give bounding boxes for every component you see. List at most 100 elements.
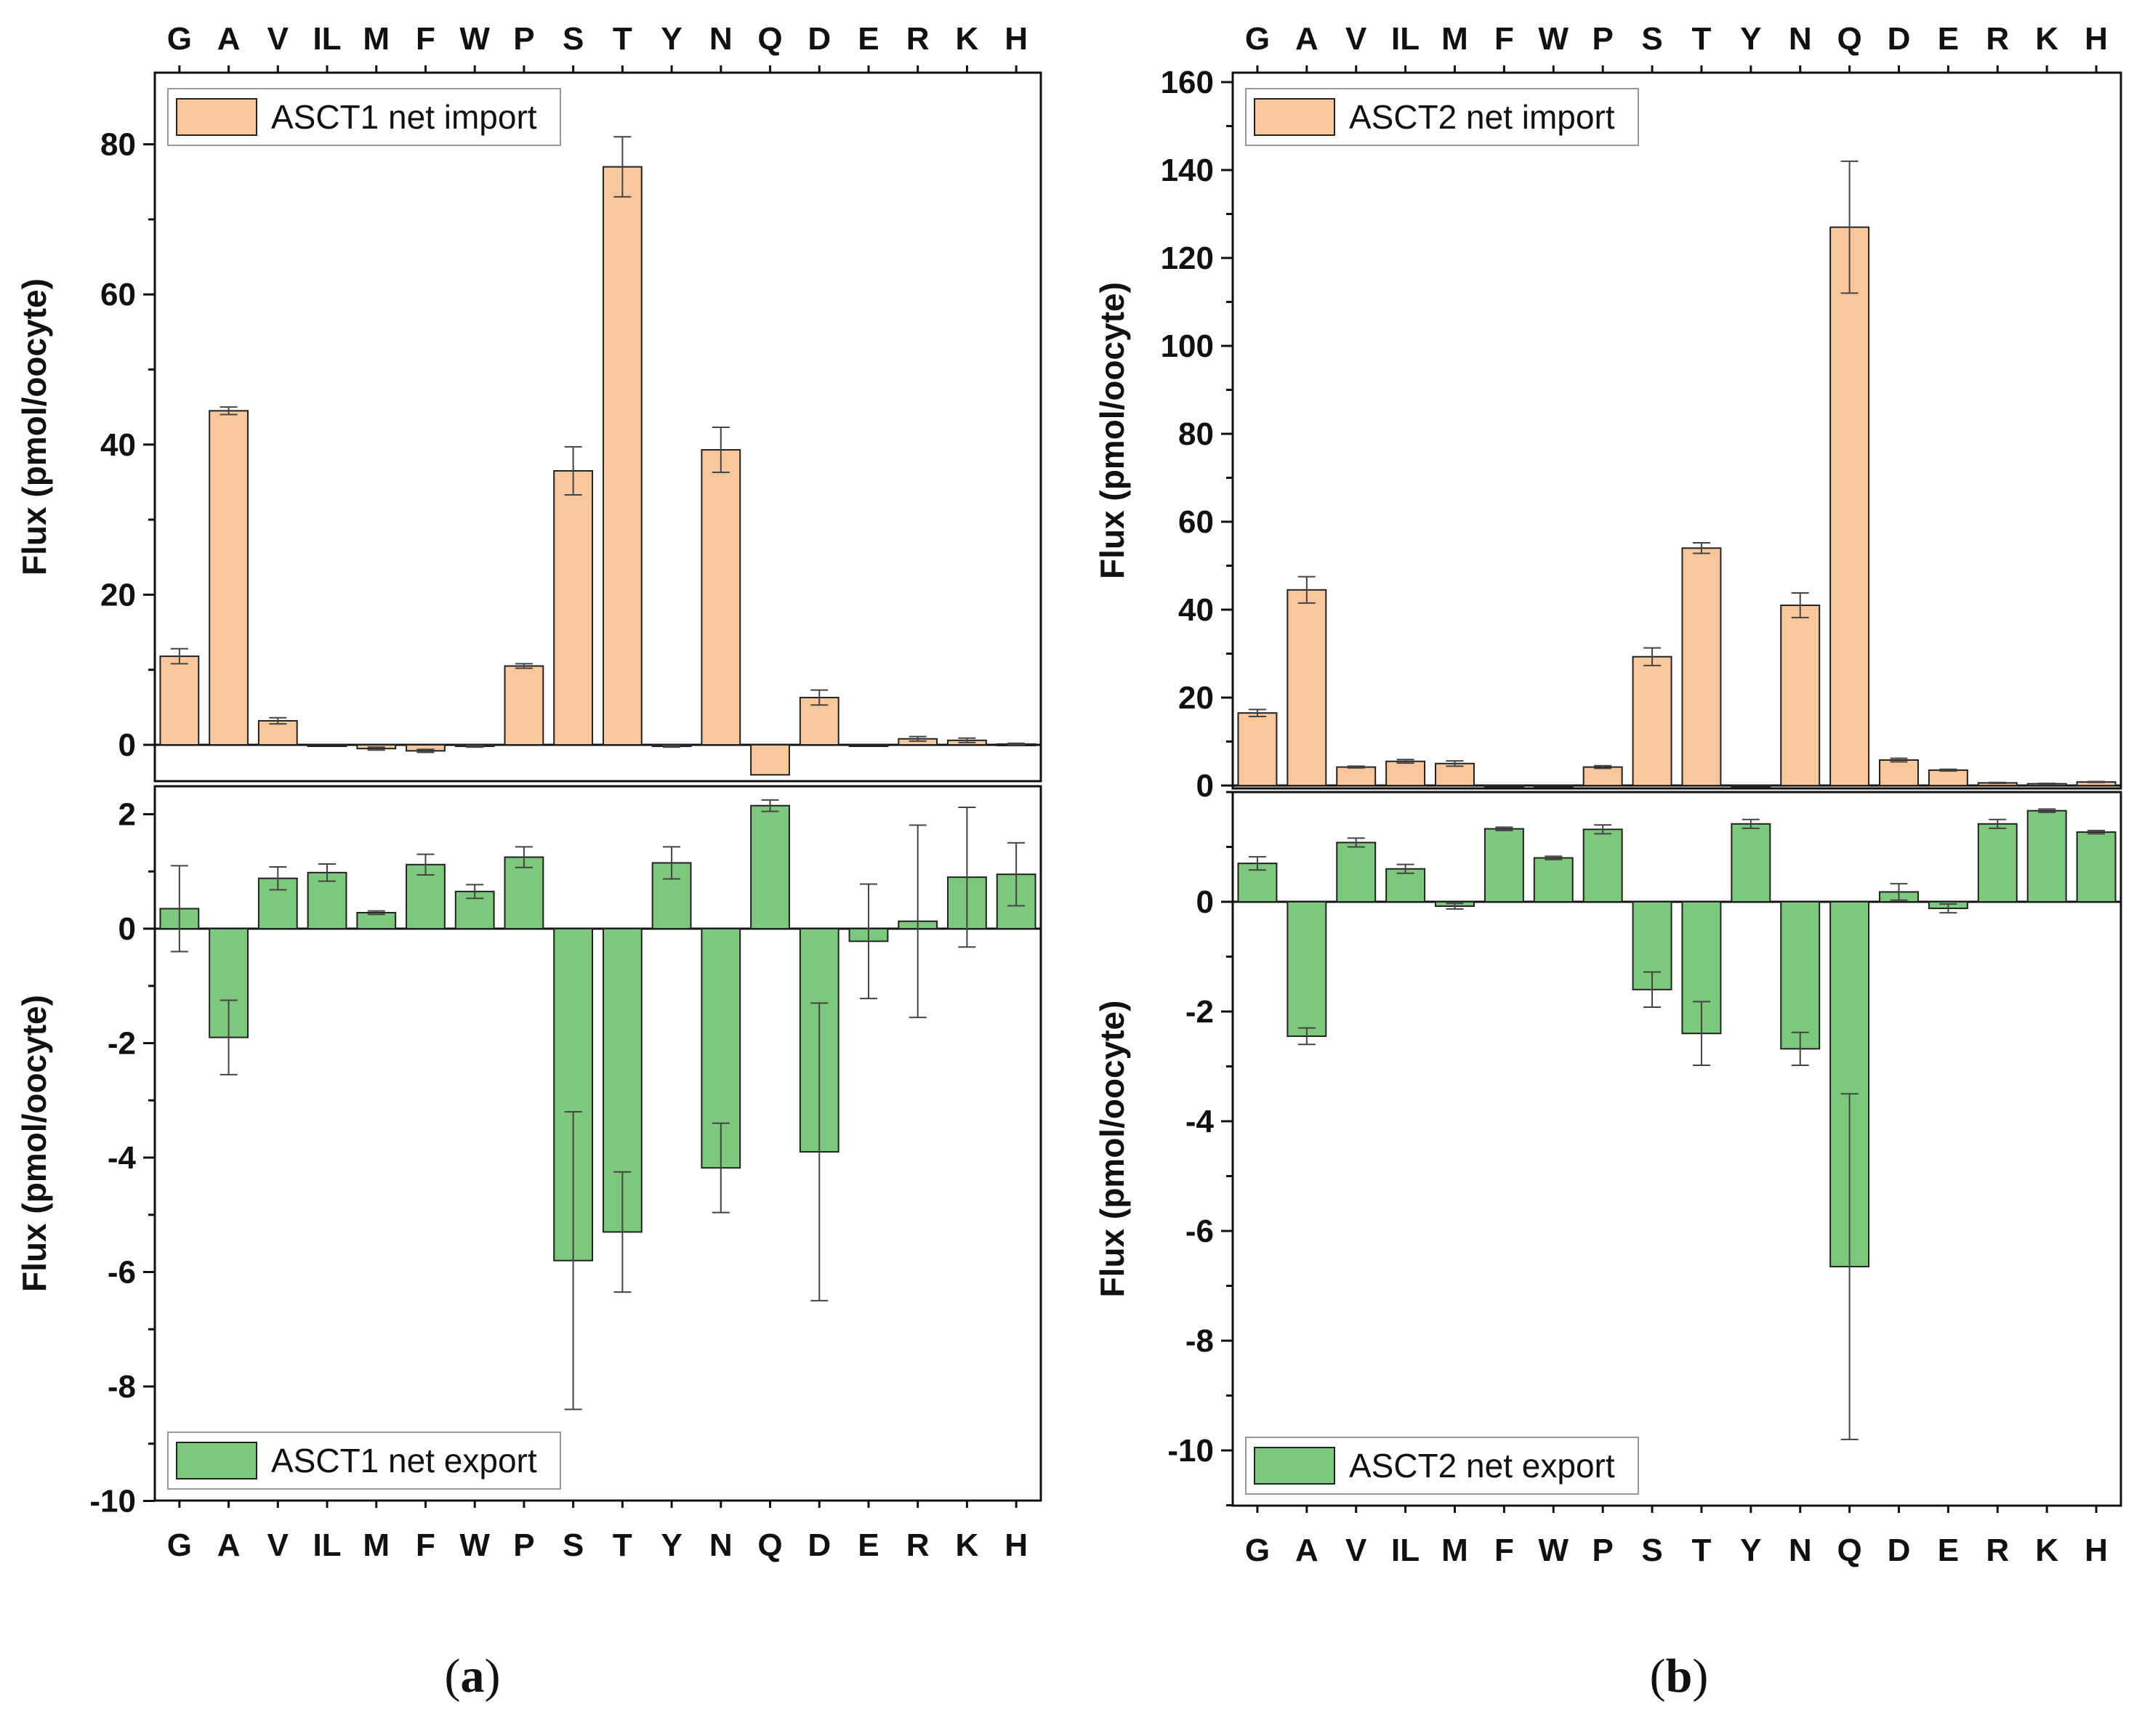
- x-tick-label: T: [1691, 1533, 1711, 1568]
- bar: [1237, 712, 1278, 786]
- legend-swatch: [176, 1442, 257, 1479]
- legend: ASCT1 net export: [167, 1432, 561, 1490]
- x-tick-label: F: [416, 21, 435, 57]
- bar: [1533, 857, 1574, 903]
- bar: [1829, 226, 1870, 786]
- y-tick-label: 80: [100, 127, 136, 163]
- x-tick-label: M: [363, 1527, 390, 1563]
- x-tick-label: D: [1888, 21, 1911, 57]
- bar: [750, 744, 790, 776]
- x-tick-label: W: [1539, 21, 1569, 57]
- legend: ASCT1 net import: [167, 88, 561, 146]
- x-tick-label: M: [1441, 21, 1468, 57]
- panel-label-open: (: [1650, 1650, 1666, 1703]
- x-tick-label: Q: [757, 21, 782, 57]
- y-tick-label: 100: [1161, 328, 1214, 364]
- y-tick-label: -2: [1185, 994, 1214, 1030]
- bar: [750, 804, 790, 929]
- bar: [1582, 766, 1623, 786]
- y-tick-label: -8: [1185, 1323, 1214, 1359]
- panel-label: (a): [445, 1650, 501, 1703]
- x-tick-label: W: [1539, 1533, 1569, 1568]
- x-tick-label: N: [1789, 1533, 1812, 1568]
- x-tick-label: K: [2035, 1533, 2058, 1568]
- y-tick-label: -2: [108, 1026, 136, 1062]
- y-tick-label: 20: [1178, 680, 1214, 716]
- x-tick-label: K: [956, 21, 979, 57]
- x-tick-label: N: [709, 21, 733, 57]
- x-tick-label: IL: [313, 21, 341, 57]
- x-tick-label: W: [459, 1527, 490, 1563]
- bar: [504, 856, 544, 929]
- y-axis-label: Flux (pmol/oocyte): [15, 995, 53, 1292]
- bar: [1928, 769, 1968, 786]
- x-tick-label: IL: [1391, 1533, 1420, 1568]
- legend-swatch: [1254, 98, 1335, 136]
- x-tick-label: E: [1938, 1533, 1959, 1568]
- y-tick-label: 2: [118, 797, 136, 833]
- bar: [1632, 655, 1672, 786]
- bar: [307, 871, 347, 929]
- bar: [1483, 785, 1524, 788]
- bar: [209, 410, 249, 746]
- bar: [1483, 828, 1524, 903]
- x-tick-label: E: [858, 1527, 879, 1563]
- bar: [504, 665, 544, 746]
- y-tick-label: 140: [1161, 153, 1214, 188]
- legend-label: ASCT2 net export: [1349, 1447, 1615, 1485]
- y-tick-label: -4: [1185, 1104, 1215, 1139]
- x-tick-label: Y: [661, 1527, 682, 1563]
- panel-label: (b): [1650, 1650, 1709, 1703]
- x-tick-label: K: [2035, 21, 2058, 57]
- bar: [2076, 831, 2117, 903]
- x-tick-label: S: [563, 1527, 584, 1563]
- x-tick-label: R: [906, 21, 930, 57]
- panel-label-open: (: [445, 1650, 461, 1703]
- y-tick-label: 60: [100, 277, 136, 312]
- x-tick-label: R: [1986, 21, 2009, 57]
- x-tick-label: Y: [1740, 1533, 1761, 1568]
- panel-label-letter: b: [1666, 1650, 1693, 1703]
- x-tick-label: E: [858, 21, 879, 57]
- x-tick-label: D: [1888, 1533, 1911, 1568]
- chart-panel-b: 0 20 40 60 80 100 120 140 160 Flux (pmol/oocyte) G…: [1093, 21, 2122, 1703]
- x-tick-label: Y: [1740, 21, 1761, 57]
- y-axis-label: Flux (pmol/oocyte): [15, 278, 53, 576]
- x-tick-label: R: [906, 1527, 930, 1563]
- x-tick-label: A: [1295, 1533, 1318, 1568]
- x-tick-label: M: [1441, 1533, 1468, 1568]
- y-tick-label: -8: [108, 1369, 136, 1405]
- bar: [1287, 589, 1327, 787]
- x-tick-label: N: [709, 1527, 733, 1563]
- x-tick-label: S: [1641, 1533, 1662, 1568]
- legend-label: ASCT1 net import: [271, 98, 537, 136]
- x-tick-label: V: [1345, 1533, 1367, 1568]
- bar: [602, 166, 643, 746]
- x-tick-label: E: [1938, 21, 1959, 57]
- bar: [1977, 823, 2018, 903]
- x-tick-label: G: [1245, 1533, 1270, 1568]
- subplot-top: 0 20 40 60 80 100 120 140 160 Flux (pmol/oocyte) G…: [1093, 21, 2122, 804]
- bar: [1879, 759, 1919, 787]
- bar: [1731, 823, 1771, 903]
- x-tick-label: V: [267, 21, 289, 57]
- bar: [1681, 901, 1722, 1035]
- x-tick-label: T: [613, 1527, 632, 1563]
- x-tick-label: H: [2085, 21, 2108, 57]
- y-tick-label: 20: [100, 577, 136, 613]
- x-tick-label: G: [167, 21, 192, 57]
- y-tick-label: 60: [1178, 504, 1214, 540]
- x-tick-label: W: [459, 21, 490, 57]
- bar: [1731, 785, 1771, 788]
- bar: [1336, 766, 1377, 786]
- bar: [1780, 604, 1821, 787]
- bar: [1336, 841, 1377, 903]
- bar: [553, 469, 594, 746]
- y-tick-label: 0: [118, 911, 136, 947]
- bar: [1780, 901, 1821, 1050]
- x-tick-label: V: [1345, 21, 1367, 57]
- y-tick-label: 0: [118, 727, 136, 763]
- x-tick-label: A: [217, 21, 241, 57]
- x-tick-label: V: [267, 1527, 289, 1563]
- x-tick-label: Y: [661, 21, 682, 57]
